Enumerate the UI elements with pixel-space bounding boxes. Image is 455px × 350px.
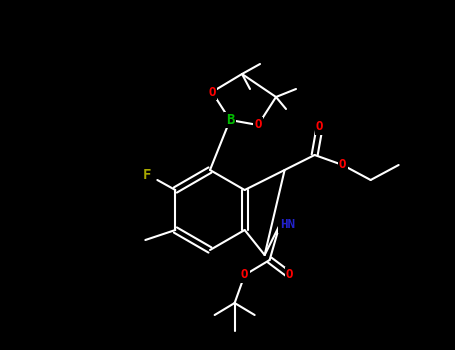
Text: F: F: [143, 168, 152, 182]
Text: O: O: [241, 268, 248, 281]
Text: O: O: [254, 119, 262, 132]
Text: B: B: [226, 113, 234, 127]
Text: HN: HN: [280, 218, 295, 231]
Text: O: O: [208, 85, 216, 98]
Text: O: O: [316, 120, 324, 133]
Text: O: O: [339, 159, 346, 172]
Text: O: O: [286, 268, 293, 281]
